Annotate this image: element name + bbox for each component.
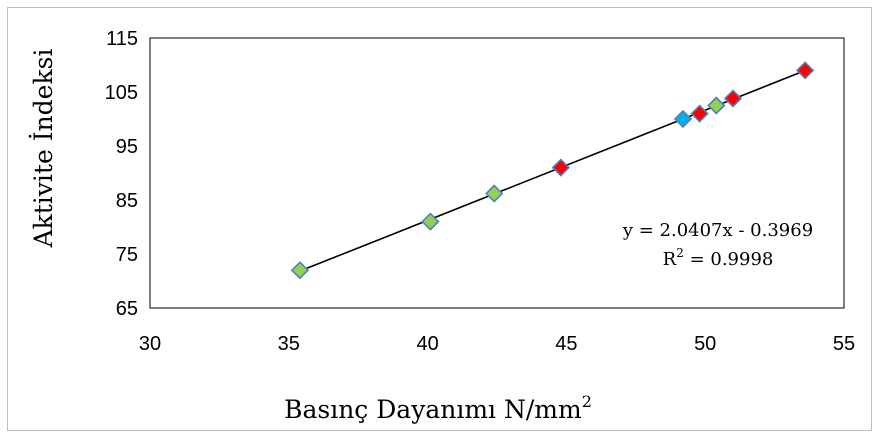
r-squared-label: R2 = 0.9998 xyxy=(663,246,774,270)
x-tick-label: 35 xyxy=(278,333,300,355)
data-point-series-0-3 xyxy=(707,96,726,115)
x-axis-title-text: Basınç Dayanımı N/mm xyxy=(284,395,582,424)
data-markers xyxy=(290,61,815,280)
r-squared-superscript: 2 xyxy=(676,246,684,260)
x-tick-labels: 30 35 40 45 50 55 xyxy=(139,333,855,355)
data-point-series-1-3 xyxy=(796,61,815,80)
x-tick-label: 50 xyxy=(694,333,716,355)
x-tick-label: 40 xyxy=(416,333,438,355)
r-squared-prefix: R xyxy=(663,249,677,270)
data-point-series-0-1 xyxy=(421,212,440,231)
data-point-series-1-1 xyxy=(690,104,709,123)
y-tick-label: 115 xyxy=(106,28,138,50)
y-tick-labels: 65 75 85 95 105 115 xyxy=(105,28,138,320)
y-tick-label: 85 xyxy=(116,190,138,212)
data-point-series-1-2 xyxy=(723,89,743,108)
trendline-equation: y = 2.0407x - 0.3969 xyxy=(622,220,813,241)
y-tick-label: 95 xyxy=(116,136,138,158)
x-tick-label: 30 xyxy=(139,333,161,355)
x-tick-label: 55 xyxy=(833,333,855,355)
x-axis-title-superscript: 2 xyxy=(582,392,592,411)
plot-area xyxy=(149,37,845,309)
data-point-series-0-0 xyxy=(290,261,310,280)
x-axis-title: Basınç Dayanımı N/mm2 xyxy=(284,392,592,424)
y-axis-title: Aktivite İndeksi xyxy=(29,49,58,249)
data-point-series-0-2 xyxy=(485,184,504,203)
y-tick-label: 75 xyxy=(116,244,138,266)
x-tick-label: 45 xyxy=(555,333,577,355)
data-point-series-1-0 xyxy=(551,158,570,177)
y-tick-label: 105 xyxy=(105,82,138,104)
data-point-series-2-0 xyxy=(673,109,693,129)
y-tick-label: 65 xyxy=(116,298,138,320)
r-squared-value: = 0.9998 xyxy=(684,249,774,270)
